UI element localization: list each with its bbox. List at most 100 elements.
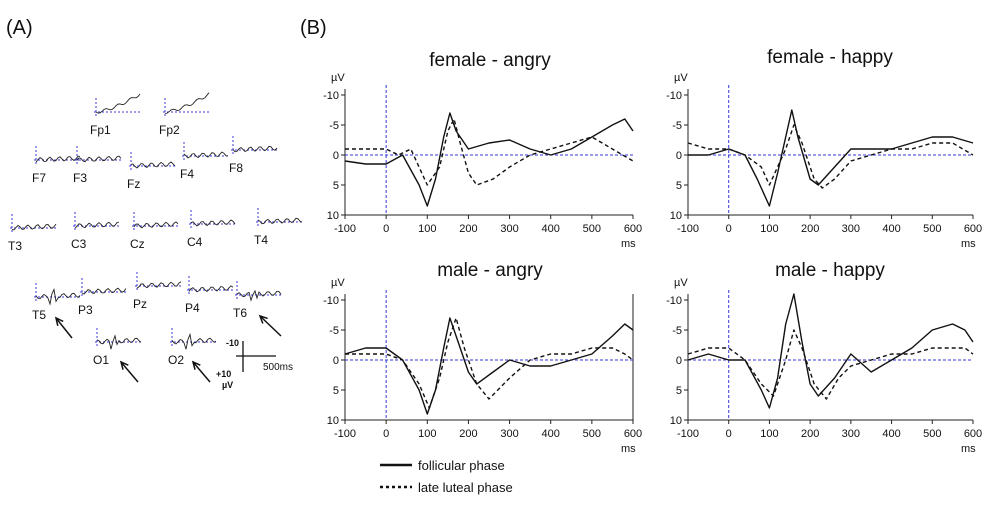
x-axis-unit: ms [961, 238, 976, 250]
electrode-label: T6 [233, 306, 247, 320]
panel-b-letter: (B) [300, 17, 327, 39]
x-tick-label: -100 [334, 428, 356, 440]
pointer-arrow [119, 360, 139, 383]
panel-a-letter: (A) [6, 17, 33, 39]
x-tick-label: 0 [383, 223, 389, 235]
electrode-o2: O2 [168, 328, 217, 367]
electrode-pz: Pz [133, 272, 182, 311]
x-tick-label: 0 [726, 223, 732, 235]
x-tick-label: 300 [842, 428, 860, 440]
electrode-cz: Cz [130, 212, 179, 251]
electrode-label: P3 [78, 303, 93, 317]
electrode-c4: C4 [187, 210, 236, 249]
electrode-fz: Fz [127, 152, 176, 191]
y-tick-label: 10 [327, 210, 339, 222]
x-tick-label: 200 [459, 223, 477, 235]
electrode-fp2: Fp2 [159, 92, 210, 137]
x-tick-label: 300 [500, 223, 518, 235]
electrode-label: C4 [187, 235, 203, 249]
y-tick-label: 10 [670, 415, 682, 427]
y-tick-label: 0 [333, 150, 339, 162]
x-tick-label: 600 [624, 428, 642, 440]
chart-title: male - happy [775, 260, 885, 281]
x-axis-unit: ms [621, 238, 636, 250]
x-tick-label: 100 [418, 428, 436, 440]
y-tick-label: -5 [672, 325, 682, 337]
electrode-t4: T4 [254, 208, 303, 247]
electrode-label: Cz [130, 237, 145, 251]
electrode-label: O2 [168, 353, 184, 367]
amplitude-time-scalebar: -10 +10 µV 500ms [216, 338, 293, 390]
chart-title: female - angry [429, 50, 551, 71]
x-tick-label: 500 [923, 428, 941, 440]
electrode-c3: C3 [71, 212, 120, 251]
x-tick-label: 100 [760, 428, 778, 440]
electrode-label: T4 [254, 233, 268, 247]
x-tick-label: 200 [801, 223, 819, 235]
x-tick-label: 400 [882, 223, 900, 235]
follicular-series-line [344, 317, 634, 415]
pointer-arrow [258, 314, 282, 337]
y-tick-label: -10 [323, 295, 339, 307]
x-tick-label: 500 [923, 223, 941, 235]
electrode-label: F3 [73, 171, 87, 185]
late-luteal-series-line [687, 329, 974, 400]
electrode-t5: T5 [32, 283, 81, 322]
pointer-arrow [54, 316, 73, 339]
scalebar-time-label: 500ms [263, 362, 293, 373]
electrode-fp1: Fp1 [90, 93, 141, 137]
scalebar-top-label: -10 [226, 338, 239, 348]
x-tick-label: 400 [542, 223, 560, 235]
y-tick-label: -10 [666, 295, 682, 307]
x-tick-label: 0 [726, 428, 732, 440]
electrode-label: Fp2 [159, 123, 180, 137]
electrode-label: Pz [133, 297, 147, 311]
x-tick-label: 500 [583, 428, 601, 440]
electrode-f7: F7 [32, 146, 81, 185]
follicular-series-line [687, 293, 974, 409]
x-tick-label: 600 [624, 223, 642, 235]
electrode-p3: P3 [78, 278, 127, 317]
electrode-label: Fz [127, 177, 140, 191]
x-axis-unit: ms [961, 443, 976, 455]
y-axis-unit: µV [331, 72, 345, 84]
electrode-label: Fp1 [90, 123, 111, 137]
late-luteal-series-line [345, 317, 634, 409]
y-tick-label: -5 [329, 120, 339, 132]
late-luteal-series-line [345, 118, 634, 186]
electrode-label: P4 [185, 301, 200, 315]
y-axis-unit: µV [674, 277, 688, 289]
x-tick-label: 0 [383, 428, 389, 440]
electrode-label: F7 [32, 171, 46, 185]
electrode-o1: O1 [93, 328, 142, 367]
x-tick-label: 100 [418, 223, 436, 235]
chart-2: female - happy -10 -5 0 5 10-100 0 100 200 300 400… [666, 47, 982, 250]
y-tick-label: 5 [676, 385, 682, 397]
electrode-f8: F8 [229, 136, 278, 175]
y-tick-label: -10 [323, 90, 339, 102]
electrode-map: Fp1 Fp2 F7 F3 Fz F4 F8 T3 C3 Cz C4 T4 T5 P3 Pz P4 T6 O1 O2 [8, 92, 303, 383]
electrode-label: F8 [229, 161, 243, 175]
x-tick-label: 300 [500, 428, 518, 440]
y-tick-label: -10 [666, 90, 682, 102]
electrode-label: T3 [8, 239, 22, 253]
late-luteal-series-line [687, 124, 974, 189]
y-tick-label: 5 [333, 180, 339, 192]
electrode-f4: F4 [180, 142, 228, 181]
y-tick-label: 5 [333, 385, 339, 397]
x-tick-label: 400 [882, 428, 900, 440]
electrode-p4: P4 [185, 276, 234, 315]
x-tick-label: 200 [459, 428, 477, 440]
y-axis-unit: µV [674, 72, 688, 84]
y-tick-label: 10 [670, 210, 682, 222]
follicular-series-line [688, 109, 974, 207]
x-tick-label: 600 [964, 223, 982, 235]
legend: follicular phase late luteal phase [380, 458, 513, 495]
y-tick-label: 10 [327, 415, 339, 427]
y-axis-unit: µV [331, 277, 345, 289]
electrode-label: C3 [71, 237, 87, 251]
scalebar-bottom-label: +10 [216, 369, 231, 379]
legend-solid-label: follicular phase [418, 458, 505, 473]
